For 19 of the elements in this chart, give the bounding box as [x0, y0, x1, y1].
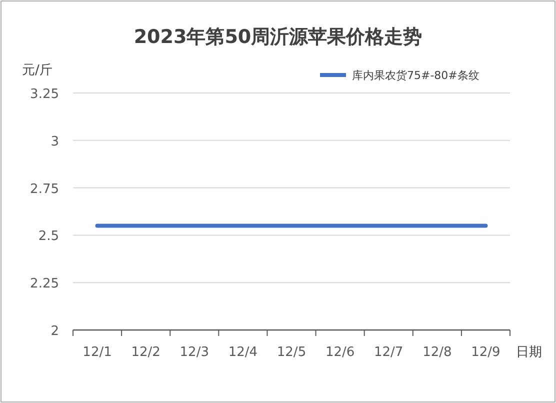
x-tick-label: 12/8 [422, 345, 452, 360]
y-tick-label: 2.5 [38, 229, 59, 244]
x-tick-label: 12/1 [82, 345, 112, 360]
x-tick-label: 12/6 [325, 345, 355, 360]
y-tick-label: 3 [50, 134, 59, 150]
y-tick-label: 2.75 [30, 182, 59, 197]
x-tick-label: 12/3 [180, 345, 209, 360]
y-axis-title: 元/斤 [22, 63, 52, 78]
x-axis-title: 日期 [516, 345, 542, 360]
y-tick-label: 2.25 [30, 276, 59, 292]
legend-label: 库内果农货75#-80#条纹 [352, 69, 480, 82]
x-tick-label: 12/4 [228, 345, 258, 360]
x-tick-label: 12/5 [276, 345, 306, 360]
x-tick-label: 12/9 [471, 345, 500, 360]
chart-title: 2023年第50周沂源苹果价格走势 [134, 26, 422, 48]
x-tick-label: 12/2 [131, 345, 160, 360]
y-tick-label: 2 [50, 324, 59, 339]
x-tick-label: 12/7 [374, 345, 404, 360]
y-tick-label: 3.25 [30, 87, 59, 102]
